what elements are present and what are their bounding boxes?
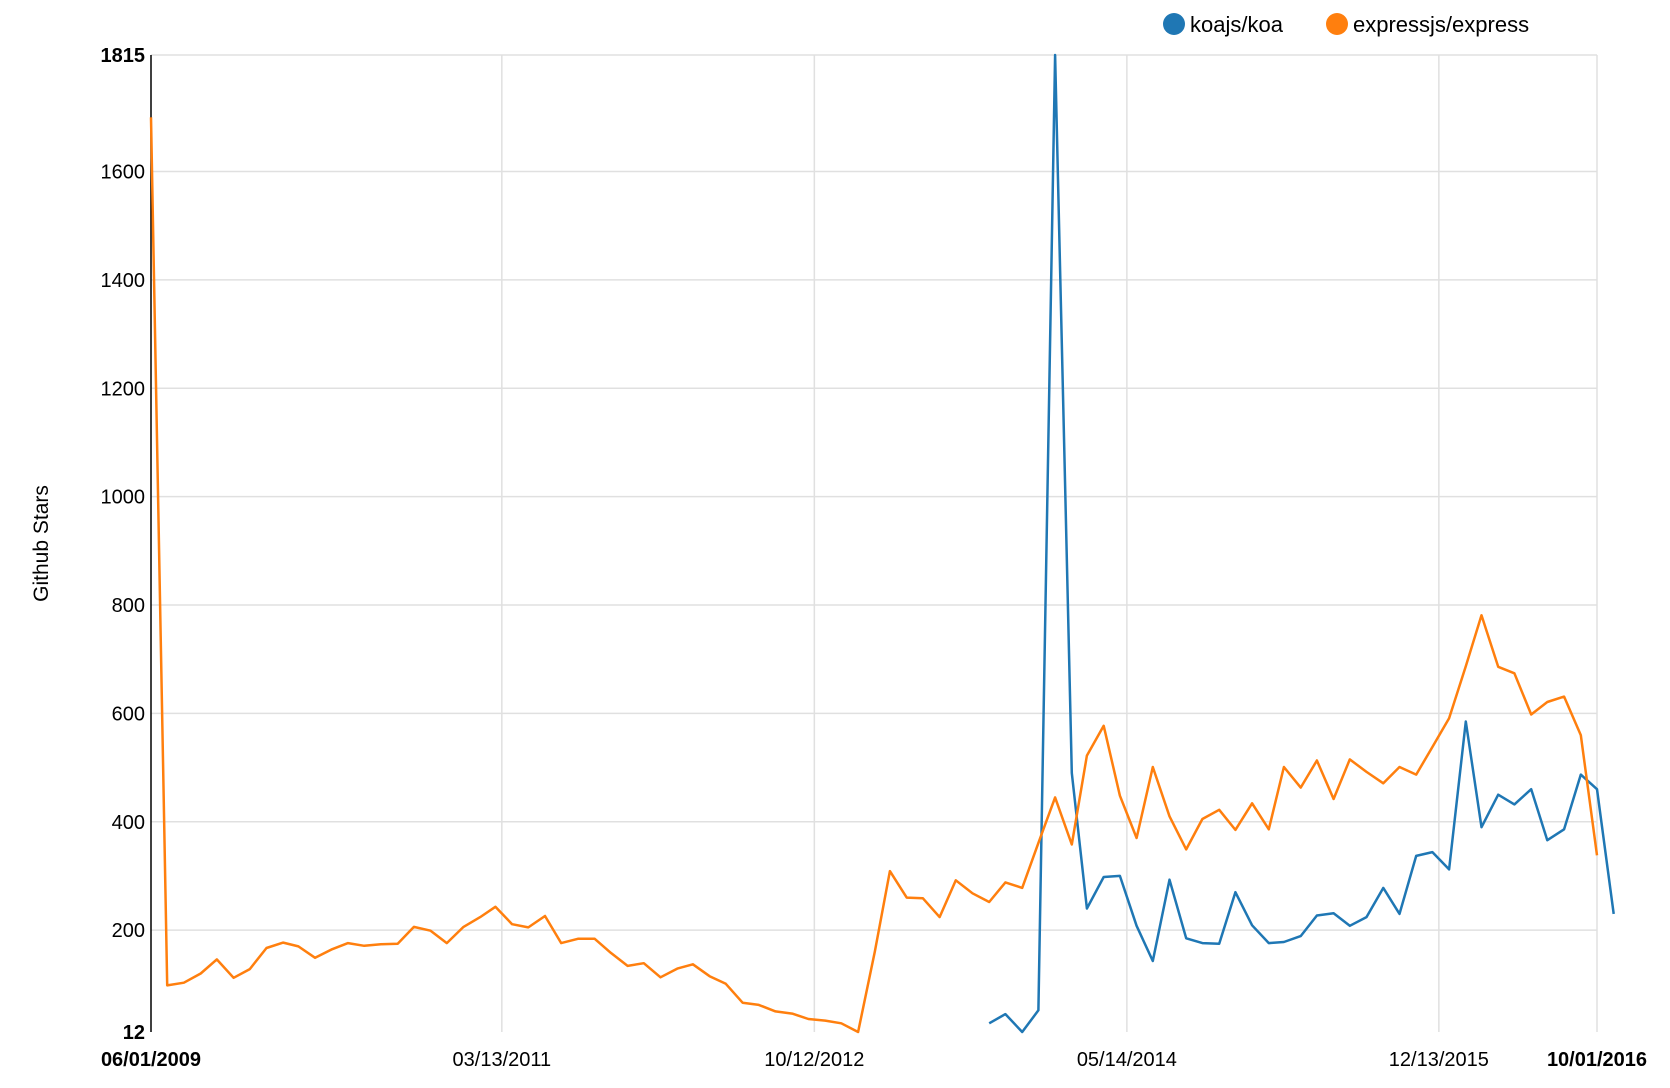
gridlines <box>151 54 1598 1032</box>
y-tick-label: 800 <box>112 595 145 617</box>
x-axis-ticks: 06/01/2009 03/13/2011 10/12/2012 05/14/2014… <box>101 1049 1647 1071</box>
x-tick-label: 10/01/2016 <box>1547 1049 1647 1071</box>
x-tick-label: 10/12/2012 <box>764 1049 864 1071</box>
x-tick-label: 06/01/2009 <box>101 1049 201 1071</box>
x-tick-label: 03/13/2011 <box>453 1049 552 1071</box>
legend-label[interactable]: expressjs/express <box>1353 12 1529 37</box>
y-tick-label: 1000 <box>101 487 146 509</box>
legend: koajs/koa expressjs/express <box>1163 12 1529 37</box>
x-tick-label: 12/13/2015 <box>1389 1049 1489 1071</box>
y-tick-label: 1200 <box>101 378 146 400</box>
y-tick-label: 400 <box>112 812 145 834</box>
y-axis-ticks: 12 200 400 600 800 1000 1200 1400 1600 1815 <box>101 45 146 1044</box>
y-axis-label: Github Stars <box>30 485 53 602</box>
y-tick-label: 200 <box>112 920 145 942</box>
y-tick-label: 1600 <box>101 162 146 184</box>
x-tick-label: 05/14/2014 <box>1077 1049 1177 1071</box>
y-tick-label: 1400 <box>101 270 146 292</box>
series-line-expressjs-express <box>149 117 1599 1034</box>
series-lines <box>149 53 1615 1034</box>
y-tick-label: 1815 <box>101 45 146 67</box>
y-tick-label: 600 <box>112 703 145 725</box>
legend-label[interactable]: koajs/koa <box>1190 12 1284 37</box>
series-line-koajs-koa <box>988 53 1615 1034</box>
y-tick-label: 12 <box>123 1022 145 1044</box>
legend-swatch[interactable] <box>1163 13 1185 35</box>
legend-swatch[interactable] <box>1326 13 1348 35</box>
